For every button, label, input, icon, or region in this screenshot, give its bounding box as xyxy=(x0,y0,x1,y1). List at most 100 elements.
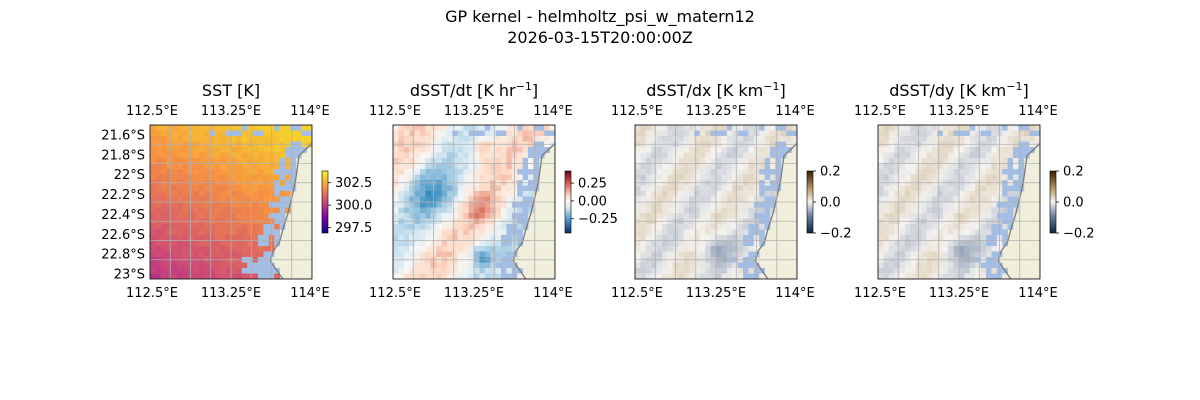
heatmap-cell xyxy=(204,229,210,236)
heatmap-cell xyxy=(732,224,738,230)
heatmap-cell xyxy=(490,229,496,236)
heatmap-cell xyxy=(484,246,491,252)
heatmap-cell xyxy=(986,152,992,159)
heatmap-cell xyxy=(209,246,216,252)
heatmap-cell xyxy=(247,240,253,247)
heatmap-cell xyxy=(252,136,259,142)
heatmap-cell xyxy=(182,130,189,137)
heatmap-cell xyxy=(436,136,442,142)
heatmap-cell xyxy=(748,235,755,241)
heatmap-cell xyxy=(635,147,641,153)
heatmap-cell xyxy=(921,158,927,164)
heatmap-cell xyxy=(452,224,459,230)
heatmap-cell xyxy=(732,163,738,170)
heatmap-cell xyxy=(770,163,776,170)
heatmap-cell xyxy=(160,240,167,247)
heatmap-cell xyxy=(160,163,167,170)
heatmap-cell xyxy=(699,229,706,236)
heatmap-cell xyxy=(150,158,156,164)
heatmap-cell xyxy=(171,163,178,170)
heatmap-cell xyxy=(198,174,205,181)
heatmap-cell xyxy=(926,174,933,181)
heatmap-cell xyxy=(236,191,243,197)
heatmap-cell xyxy=(635,152,641,159)
heatmap-cell xyxy=(689,202,695,208)
heatmap-cell xyxy=(474,262,480,269)
heatmap-cell xyxy=(948,174,954,181)
heatmap-cell xyxy=(155,152,162,159)
heatmap-cell xyxy=(732,268,738,274)
heatmap-cell xyxy=(160,174,167,181)
heatmap-cell xyxy=(231,152,237,159)
heatmap-cell xyxy=(640,191,647,197)
heatmap-cell xyxy=(474,224,480,230)
heatmap-cell xyxy=(878,169,884,175)
heatmap-cell xyxy=(220,163,226,170)
heatmap-cell xyxy=(414,202,421,208)
heatmap-cell xyxy=(667,158,674,164)
heatmap-cell xyxy=(171,174,178,181)
heatmap-cell xyxy=(209,273,216,279)
heatmap-cell xyxy=(748,202,755,208)
heatmap-cell xyxy=(160,147,167,153)
heatmap-cell xyxy=(160,273,167,279)
heatmap-cell xyxy=(193,136,199,142)
heatmap-cell xyxy=(743,229,749,236)
heatmap-cell xyxy=(991,191,998,197)
heatmap-cell xyxy=(220,152,226,159)
colorbar-tick-label: 0.0 xyxy=(1063,196,1084,211)
heatmap-cell xyxy=(177,213,183,219)
heatmap-cell xyxy=(694,130,701,137)
heatmap-cell xyxy=(484,235,491,241)
heatmap-cell xyxy=(198,202,205,208)
heatmap-cell xyxy=(517,202,523,208)
heatmap-cell xyxy=(209,152,216,159)
heatmap-cell xyxy=(501,169,507,175)
heatmap-cell xyxy=(689,224,695,230)
heatmap-cell xyxy=(888,174,895,181)
heatmap-cell xyxy=(683,125,690,131)
heatmap-cell xyxy=(258,240,264,247)
heatmap-cell xyxy=(452,130,459,137)
heatmap-cell xyxy=(635,136,641,142)
heatmap-cell xyxy=(980,136,987,142)
heatmap-cell xyxy=(883,196,890,203)
heatmap-cell xyxy=(490,152,496,159)
heatmap-cell xyxy=(635,185,641,192)
heatmap-cell xyxy=(716,147,722,153)
x-tick-label: 112.5°E xyxy=(369,286,421,301)
heatmap-cell xyxy=(538,125,545,131)
heatmap-cell xyxy=(737,224,744,230)
heatmap-cell xyxy=(986,169,992,175)
heatmap-cell xyxy=(894,130,900,137)
heatmap-cell xyxy=(247,147,253,153)
heatmap-cell xyxy=(274,213,280,219)
heatmap-cell xyxy=(420,240,426,247)
heatmap-cell xyxy=(160,246,167,252)
heatmap-cell xyxy=(258,246,264,252)
heatmap-cell xyxy=(214,229,221,236)
heatmap-cell xyxy=(694,163,701,170)
heatmap-cell xyxy=(667,147,674,153)
heatmap-cell xyxy=(1002,202,1008,208)
heatmap-cell xyxy=(285,169,291,175)
heatmap-cell xyxy=(1007,185,1014,192)
heatmap-cell xyxy=(274,125,280,131)
heatmap-cell xyxy=(969,262,976,269)
heatmap-cell xyxy=(263,185,270,192)
heatmap-cell xyxy=(177,262,183,269)
heatmap-cell xyxy=(645,152,652,159)
heatmap-cell xyxy=(425,130,432,137)
heatmap-cell xyxy=(468,207,475,214)
heatmap-cell xyxy=(441,202,448,208)
heatmap-cell xyxy=(231,240,237,247)
heatmap-cell xyxy=(490,169,496,175)
heatmap-cell xyxy=(710,268,717,274)
heatmap-cell xyxy=(1013,158,1019,164)
heatmap-cell xyxy=(737,196,744,203)
heatmap-cell xyxy=(247,273,253,279)
heatmap-cell xyxy=(495,185,502,192)
heatmap-cell xyxy=(393,229,399,236)
heatmap-cell xyxy=(274,235,280,241)
heatmap-cell xyxy=(689,152,695,159)
